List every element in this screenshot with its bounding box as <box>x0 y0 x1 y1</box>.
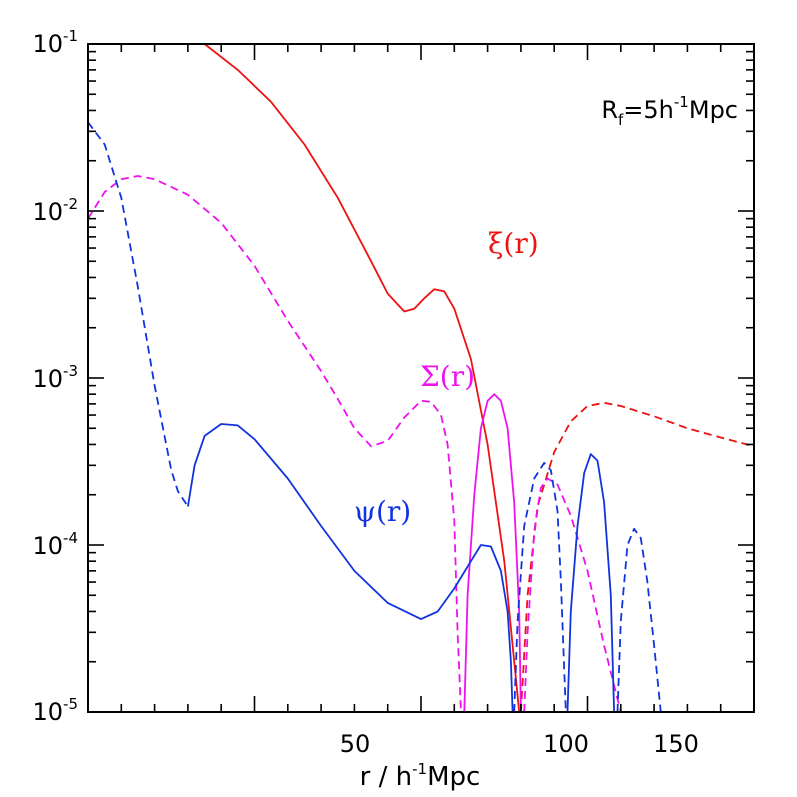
y-tick-label: 10-3 <box>32 362 78 393</box>
y-tick-label: 10-1 <box>32 27 78 58</box>
series-line-1-segment-0 <box>87 175 462 713</box>
series-line-2-segment-4 <box>616 527 662 713</box>
x-tick-labels: 50 100 150 <box>340 730 699 758</box>
series-line-2-segment-0 <box>87 121 189 507</box>
series-label-sigma: Σ(r) <box>420 360 475 393</box>
series-line-0-segment-0 <box>204 43 521 713</box>
x-axis-title: r / h-1Mpc <box>360 760 481 792</box>
y-tick-label: 10-2 <box>32 195 78 226</box>
series-layer <box>87 43 755 713</box>
smoothing-annotation: Rf=5h-1Mpc <box>601 93 738 129</box>
series-line-2-segment-2 <box>513 462 567 713</box>
series-label-psi: ψ(r) <box>354 495 411 528</box>
y-tick-label: 10-4 <box>32 529 78 560</box>
y-tick-labels: 10-1 10-2 10-3 10-4 10-5 <box>32 27 78 726</box>
x-tick-label: 100 <box>543 730 589 758</box>
series-line-2-segment-1 <box>187 423 514 713</box>
series-line-0-segment-1 <box>520 401 755 713</box>
series-line-1-segment-1 <box>463 393 522 713</box>
y-tick-label: 10-5 <box>32 695 78 726</box>
x-tick-label: 50 <box>340 730 371 758</box>
series-label-xi: ξ(r) <box>488 227 539 260</box>
x-tick-label: 150 <box>653 730 699 758</box>
series-line-2-segment-3 <box>566 453 615 713</box>
series-line-1-segment-2 <box>523 477 622 713</box>
ticks-layer <box>88 43 754 713</box>
